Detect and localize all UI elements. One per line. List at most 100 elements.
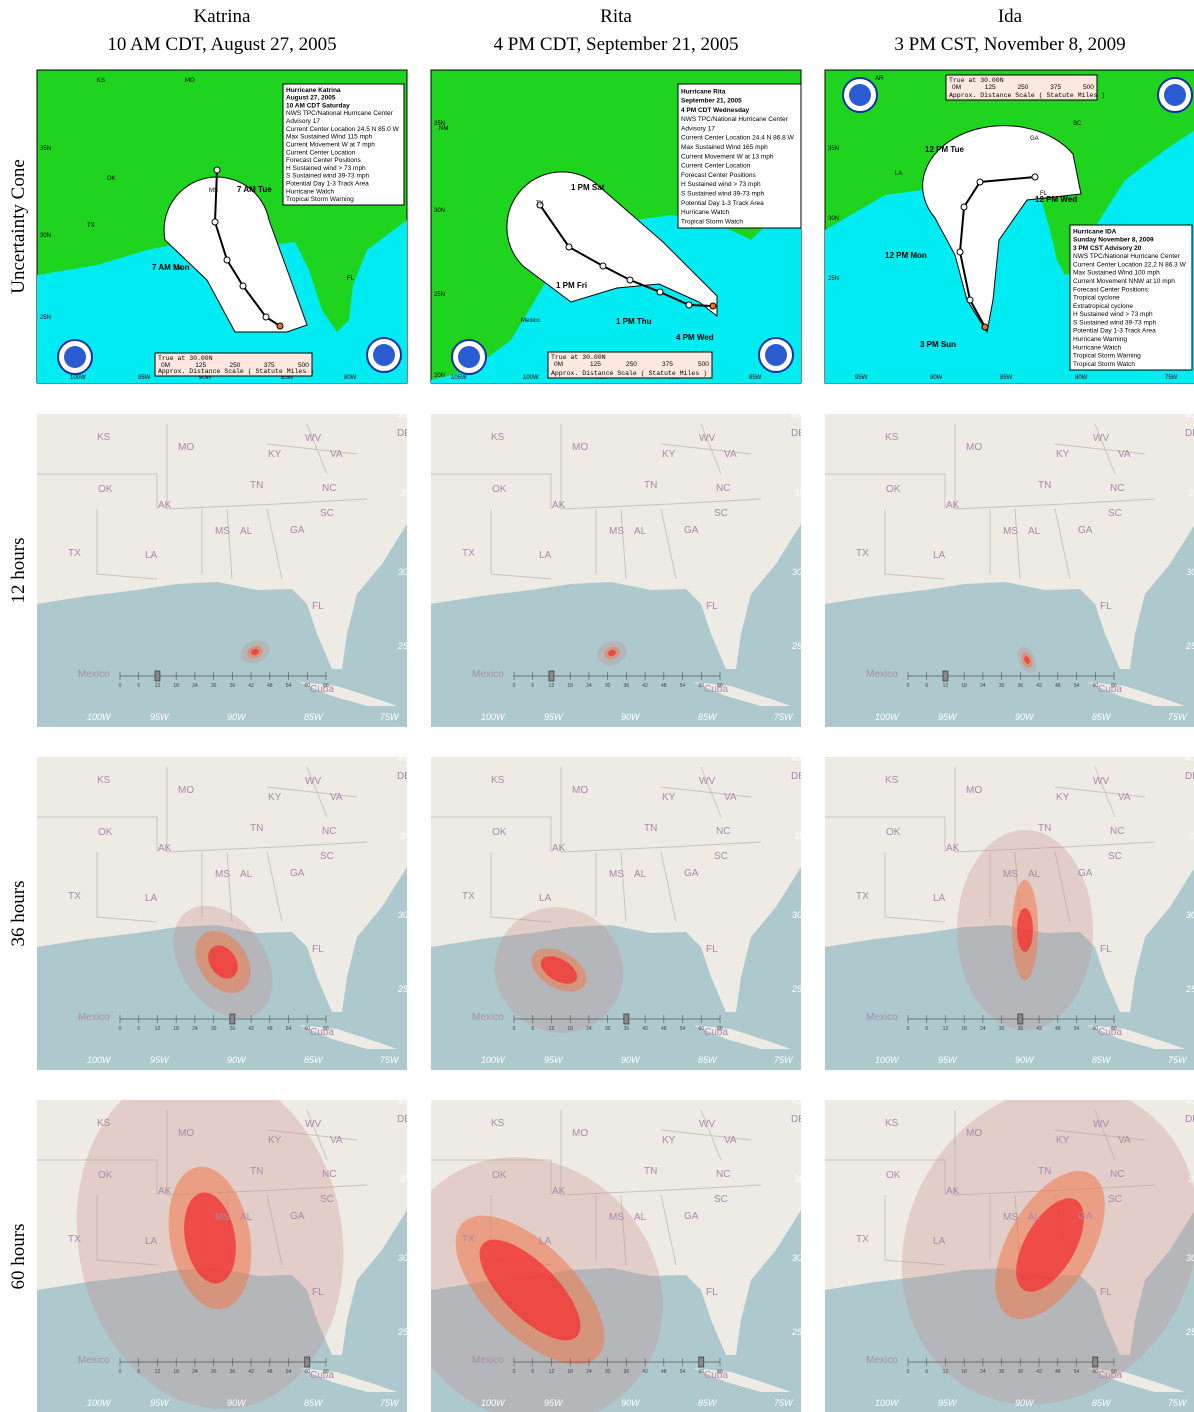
track-label: 3 PM Sun xyxy=(920,340,956,349)
place-label: KS xyxy=(491,432,505,443)
state-label: LA xyxy=(175,266,182,272)
grid-label: 30N xyxy=(1186,1253,1194,1263)
grid-label: 90W xyxy=(227,1398,247,1408)
grid-label: 90W xyxy=(227,712,247,722)
legend-text: Current Movement W at 7 mph xyxy=(286,141,375,148)
slider-tick-label: 66 xyxy=(1111,1026,1117,1032)
place-label: WV xyxy=(699,1119,715,1130)
state-label: GA xyxy=(1030,136,1039,142)
grid-label: 35N xyxy=(400,1174,417,1184)
grid-label: 100W xyxy=(481,712,506,722)
grid-label: 100W xyxy=(875,1055,900,1065)
legend-text: Sunday November 8, 2009 xyxy=(1073,237,1154,244)
slider-tick-label: 18 xyxy=(173,683,179,689)
place-label: VA xyxy=(724,449,737,460)
grid-label: 40N xyxy=(397,410,414,420)
slider-tick-label: 24 xyxy=(192,1026,198,1032)
slider-marker xyxy=(305,1357,310,1367)
place-label: KY xyxy=(662,449,676,460)
grid-label: 30N xyxy=(792,910,809,920)
slider-tick-label: 12 xyxy=(549,1026,555,1032)
slider-tick-label: 60 xyxy=(304,1369,310,1375)
slider-tick-label: 42 xyxy=(248,1369,254,1375)
place-label: Mexico xyxy=(472,1355,504,1366)
probability-map: KSMOWVKYVADEOKTNNCAKMSALGASCTXLAFLMexico… xyxy=(431,753,811,1070)
slider-tick-label: 42 xyxy=(248,1026,254,1032)
grid-label: 85W xyxy=(698,712,718,722)
slider-tick-label: 6 xyxy=(531,683,534,689)
slider-tick-label: 30 xyxy=(211,683,217,689)
place-label: TX xyxy=(856,891,869,902)
forecast-position xyxy=(263,314,269,320)
slider-tick-label: 6 xyxy=(137,683,140,689)
grid-label: 40N xyxy=(791,1096,808,1106)
place-label: WV xyxy=(305,433,321,444)
place-label: Cuba xyxy=(704,1027,728,1038)
grid-label: 85W xyxy=(698,1055,718,1065)
grid-label: 90W xyxy=(621,712,641,722)
slider-tick-label: 36 xyxy=(624,1369,630,1375)
place-label: SC xyxy=(714,1194,728,1205)
place-label: GA xyxy=(290,525,305,536)
track-label: 1 PM Fri xyxy=(556,281,587,290)
map-content: KSMOWVKYVADEOKTNNCAKMSALGASCTXLAFLMexico… xyxy=(343,1096,811,1412)
place-label: KS xyxy=(97,775,111,786)
grid-label: 80W xyxy=(344,375,357,381)
place-label: SC xyxy=(1108,851,1122,862)
slider-tick-label: 54 xyxy=(680,1369,686,1375)
grid-label: 25N xyxy=(397,1327,415,1337)
slider-tick-label: 42 xyxy=(642,683,648,689)
grid-label: 90W xyxy=(1015,1398,1035,1408)
grid-label: 25N xyxy=(791,641,809,651)
place-label: KY xyxy=(268,449,282,460)
slider-marker xyxy=(155,671,160,681)
place-label: MS xyxy=(1003,869,1018,880)
legend-text: Max Sustained Wind 100 mph xyxy=(1073,270,1160,277)
place-label: WV xyxy=(305,776,321,787)
grid-label: 95W xyxy=(544,1398,564,1408)
slider-tick-label: 30 xyxy=(999,1369,1005,1375)
place-label: Cuba xyxy=(1098,684,1122,695)
grid-label: 75W xyxy=(774,1055,794,1065)
slider-marker xyxy=(230,1014,235,1024)
slider-tick-label: 42 xyxy=(642,1369,648,1375)
cone-map: 12 PM Tue12 PM Wed12 PM Mon3 PM Sun35N30… xyxy=(825,70,1194,383)
grid-label: 35N xyxy=(1188,831,1194,841)
slider-tick-label: 30 xyxy=(605,1026,611,1032)
slider-tick-label: 42 xyxy=(1036,1026,1042,1032)
legend-text: S Sustained wind 39-73 mph xyxy=(286,173,369,180)
grid-label: 35N xyxy=(794,1174,811,1184)
place-label: TX xyxy=(462,548,475,559)
grid-label: 95W xyxy=(150,1398,170,1408)
place-label: WV xyxy=(1093,1119,1109,1130)
legend-text: Hurricane Watch xyxy=(286,188,335,195)
scale-label: 250 xyxy=(626,361,637,368)
legend-text: Current Center Location xyxy=(286,149,356,156)
grid-label: 35N xyxy=(1188,1174,1194,1184)
forecast-position xyxy=(977,179,983,185)
grid-label: 95W xyxy=(938,712,958,722)
slider-tick-label: 48 xyxy=(267,683,273,689)
place-label: TX xyxy=(462,1234,475,1245)
place-label: FL xyxy=(1100,1287,1112,1298)
map-content: KSMOWVKYVADEOKTNNCAKMSALGASCTXLAFLMexico… xyxy=(825,753,1194,1070)
slider-marker xyxy=(699,1357,704,1367)
scale-label: 0M xyxy=(554,361,563,368)
slider-tick-label: 18 xyxy=(173,1026,179,1032)
slider-tick-label: 18 xyxy=(567,1026,573,1032)
slider-tick-label: 66 xyxy=(717,1026,723,1032)
grid-label: 40N xyxy=(1185,1096,1194,1106)
state-label: SC xyxy=(1073,121,1082,127)
grid-label: 30N xyxy=(40,233,51,239)
forecast-position xyxy=(686,302,692,308)
state-label: FL xyxy=(347,276,355,282)
place-label: TN xyxy=(250,480,263,491)
place-label: KS xyxy=(491,1118,505,1129)
grid-label: 95W xyxy=(544,1055,564,1065)
grid-label: 30N xyxy=(398,910,415,920)
legend-text: August 27, 2005 xyxy=(286,95,336,102)
grid-label: 40N xyxy=(397,1096,414,1106)
place-label: Mexico xyxy=(866,1355,898,1366)
probability-map: KSMOWVKYVADEOKTNNCAKMSALGASCTXLAFLMexico… xyxy=(825,410,1194,727)
place-label: AL xyxy=(634,869,647,880)
